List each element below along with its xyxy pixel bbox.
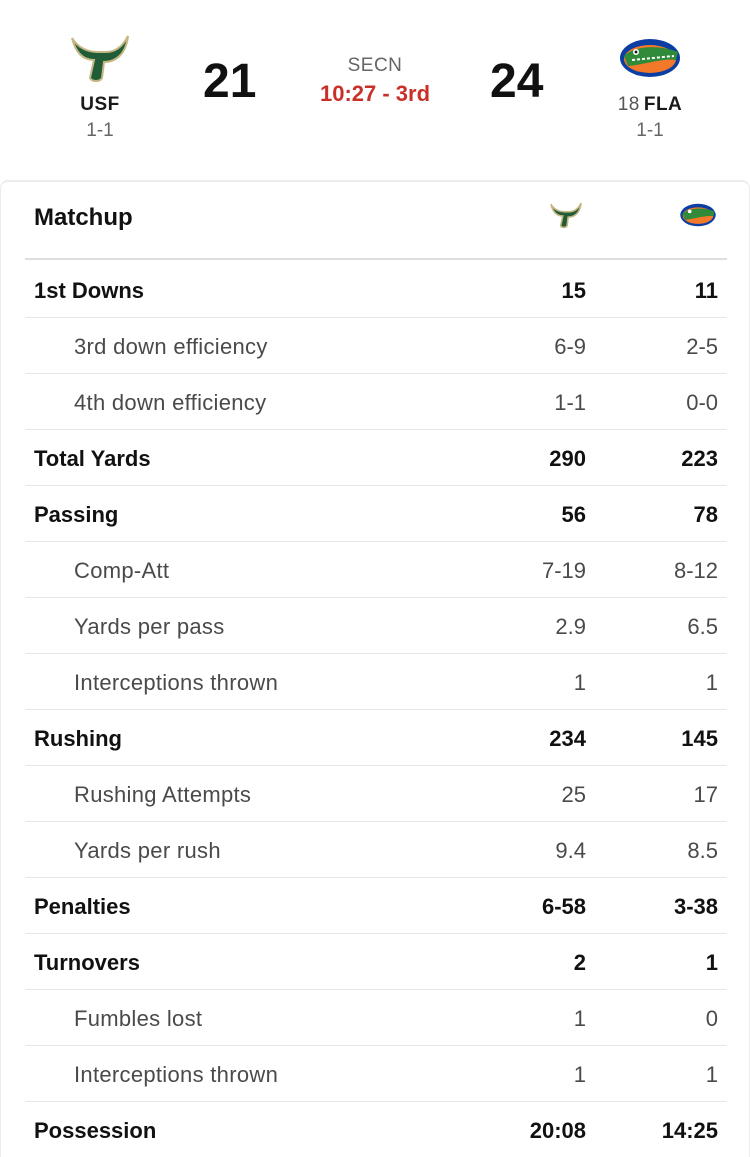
home-stat-value: 3-38 [673, 894, 718, 919]
stat-label: Penalties [34, 894, 131, 919]
away-stat-value: 1 [573, 1006, 586, 1031]
away-stat-value: 1-1 [554, 390, 586, 415]
away-stat-value: 25 [561, 782, 586, 807]
stat-label: Possession [34, 1118, 157, 1143]
home-team[interactable]: 18 FLA 1-1 [570, 30, 730, 142]
away-stat-value: 2 [573, 950, 586, 975]
stat-label: 3rd down efficiency [74, 334, 268, 359]
away-stat-value: 290 [549, 446, 586, 471]
florida-gator-icon [678, 200, 718, 230]
home-team-abbr: FLA [643, 94, 683, 115]
stat-label: 4th down efficiency [74, 390, 267, 415]
home-stat-value: 8.5 [687, 838, 718, 863]
away-stat-value: 1 [573, 1062, 586, 1087]
home-team-record: 1-1 [636, 120, 664, 141]
stat-row: Rushing Attempts 25 17 [25, 766, 727, 822]
stat-row: Fumbles lost 1 0 [25, 990, 727, 1046]
stat-label: Rushing [34, 726, 122, 751]
stat-label: Total Yards [34, 446, 151, 471]
home-stat-value: 1 [705, 950, 718, 975]
stat-label: Fumbles lost [74, 1006, 203, 1031]
matchup-title: Matchup [34, 204, 133, 231]
home-stat-value: 11 [694, 278, 718, 303]
away-stat-value: 6-9 [554, 334, 586, 359]
stat-label: Comp-Att [74, 558, 170, 583]
away-stat-value: 56 [561, 502, 586, 527]
home-stat-value: 78 [693, 502, 718, 527]
stat-label: Interceptions thrown [74, 1062, 279, 1087]
away-stat-value: 2.9 [555, 614, 586, 639]
home-stat-value: 223 [681, 446, 718, 471]
matchup-card: Matchup 1st Downs 15 11 3rd down efficiency… [0, 180, 750, 1157]
away-stat-value: 234 [549, 726, 586, 751]
stat-label: Yards per pass [74, 614, 225, 639]
stat-label: Turnovers [34, 950, 140, 975]
stat-label: Yards per rush [74, 838, 221, 863]
away-stat-value: 1 [573, 670, 586, 695]
florida-gator-icon [570, 30, 730, 86]
away-stat-value: 7-19 [541, 558, 586, 583]
game-status: SECN 10:27 - 3rd [275, 55, 475, 107]
home-score: 24 [490, 55, 544, 108]
stats-table: 1st Downs 15 11 3rd down efficiency 6-9 2-5 4t… [25, 262, 727, 1157]
stat-row: Turnovers 2 1 [25, 934, 727, 990]
home-stat-value: 17 [693, 782, 718, 807]
away-score: 21 [203, 55, 257, 108]
home-stat-value: 0-0 [686, 390, 718, 415]
stat-row: Total Yards 290 223 [25, 430, 727, 486]
away-team[interactable]: USF 1-1 [20, 30, 180, 142]
away-stat-value: 9.4 [555, 838, 586, 863]
stat-row: 4th down efficiency 1-1 0-0 [25, 374, 727, 430]
home-stat-value: 2-5 [686, 334, 718, 359]
game-clock: 10:27 - 3rd [319, 81, 431, 106]
stat-row: Penalties 6-58 3-38 [25, 878, 727, 934]
matchup-header: Matchup [25, 182, 727, 260]
stat-label: Interceptions thrown [74, 670, 279, 695]
home-stat-value: 0 [705, 1006, 718, 1031]
home-stat-value: 1 [705, 1062, 718, 1087]
tv-network: SECN [347, 55, 403, 76]
stat-row: Comp-Att 7-19 8-12 [25, 542, 727, 598]
home-team-rank: 18 [617, 94, 640, 115]
stat-row: Yards per rush 9.4 8.5 [25, 822, 727, 878]
stat-row: Possession 20:08 14:25 [25, 1102, 727, 1157]
stat-row: 3rd down efficiency 6-9 2-5 [25, 318, 727, 374]
away-stat-value: 15 [561, 278, 586, 303]
usf-bull-horns-icon [20, 30, 180, 86]
stat-label: 1st Downs [34, 278, 145, 303]
away-stat-value: 6-58 [541, 894, 586, 919]
home-stat-value: 6.5 [687, 614, 718, 639]
away-team-abbr: USF [80, 94, 120, 115]
stat-row: Interceptions thrown 1 1 [25, 1046, 727, 1102]
stat-row: Interceptions thrown 1 1 [25, 654, 727, 710]
home-stat-value: 8-12 [673, 558, 718, 583]
usf-bull-horns-icon [546, 200, 586, 230]
stat-label: Passing [34, 502, 119, 527]
scoreboard-header: USF 1-1 21 SECN 10:27 - 3rd 24 18 FLA 1-1 [0, 0, 750, 180]
stat-row: 1st Downs 15 11 [25, 262, 727, 318]
home-stat-value: 14:25 [661, 1118, 718, 1143]
away-team-record: 1-1 [86, 120, 114, 141]
home-stat-value: 1 [705, 670, 718, 695]
away-stat-value: 20:08 [529, 1118, 586, 1143]
stat-label: Rushing Attempts [74, 782, 252, 807]
stat-row: Passing 56 78 [25, 486, 727, 542]
stat-row: Yards per pass 2.9 6.5 [25, 598, 727, 654]
stat-row: Rushing 234 145 [25, 710, 727, 766]
home-stat-value: 145 [681, 726, 718, 751]
